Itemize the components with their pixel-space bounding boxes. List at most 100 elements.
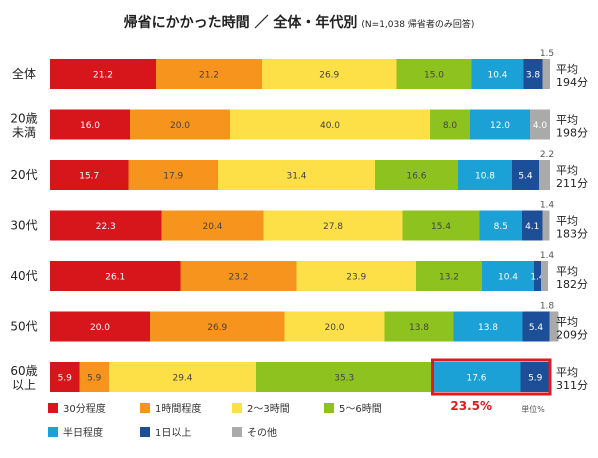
bar-segment	[534, 261, 541, 291]
bar-segment	[482, 261, 534, 291]
bar-segment	[542, 59, 550, 89]
bar-segment	[50, 362, 80, 392]
bar-segment	[539, 160, 550, 190]
data-label-outside: 1.4	[540, 201, 555, 211]
data-label: 16.6	[406, 172, 426, 182]
average-label: 平均 194分	[556, 63, 588, 89]
data-label: 15.4	[431, 222, 451, 232]
bar-segment	[50, 210, 162, 241]
legend-label: 1時間程度	[155, 402, 201, 415]
unit-label: 単位%	[521, 404, 545, 414]
bar-segment	[262, 59, 397, 89]
data-label: 20.0	[324, 323, 344, 333]
highlight-box	[431, 358, 552, 396]
data-label: 31.4	[286, 172, 306, 182]
bar-segment	[479, 210, 522, 241]
data-label: 17.9	[163, 172, 183, 182]
data-label: 8.5	[494, 222, 508, 232]
bar-segment	[150, 311, 285, 342]
bar-segment	[50, 109, 130, 140]
data-label: 20.0	[90, 323, 110, 333]
bar-segment	[109, 362, 256, 392]
row-label: 20代	[10, 168, 37, 182]
legend-swatch	[324, 403, 334, 413]
bar-segment	[180, 261, 297, 291]
legend-label: 2〜3時間	[247, 403, 290, 415]
bar-segment	[520, 362, 550, 392]
data-label: 40.0	[320, 121, 340, 131]
bar-segment	[50, 160, 129, 190]
legend-swatch	[140, 427, 150, 437]
data-label: 26.1	[105, 273, 125, 283]
bar-segment	[50, 311, 150, 342]
bar-segment	[471, 59, 524, 89]
legend-label: 30分程度	[63, 402, 106, 415]
data-label: 4.1	[525, 222, 539, 232]
data-label: 12.0	[490, 121, 510, 131]
bar-segment	[161, 210, 264, 241]
bar-segment	[230, 109, 430, 140]
row-label: 30代	[10, 219, 37, 233]
average-label: 平均 182分	[556, 265, 588, 291]
data-label: 10.4	[498, 273, 518, 283]
data-label-outside: 1.4	[540, 251, 555, 261]
bar-segment	[458, 160, 512, 190]
data-label: 27.8	[323, 222, 343, 232]
data-label: 13.2	[439, 273, 459, 283]
data-label: 13.8	[478, 323, 498, 333]
legend-label: 5〜6時間	[339, 403, 382, 415]
data-label: 8.0	[443, 121, 458, 131]
data-label: 10.8	[475, 172, 495, 182]
data-label: 4.0	[533, 121, 548, 131]
chart-title-main: 帰省にかかった時間 ／ 全体・年代別	[124, 14, 358, 31]
bar-segment	[549, 311, 559, 342]
row-label: 50代	[10, 320, 37, 334]
bar-segment	[470, 109, 530, 140]
bar-segment	[218, 160, 375, 190]
average-label: 平均 211分	[556, 164, 588, 190]
data-label: 5.4	[529, 323, 544, 333]
data-label: 10.4	[487, 71, 507, 81]
bar-segment	[432, 362, 521, 392]
data-label: 20.0	[170, 121, 190, 131]
data-label: 5.9	[528, 374, 543, 384]
legend-swatch	[48, 427, 58, 437]
bar-segment	[402, 210, 480, 241]
bar-segment	[296, 261, 416, 291]
bar-segment	[396, 59, 472, 89]
legend-label: その他	[247, 426, 277, 439]
average-label: 平均 209分	[556, 316, 588, 342]
average-label: 平均 311分	[556, 366, 588, 392]
row-label: 全体	[12, 66, 36, 81]
highlight-label: 23.5%	[450, 399, 492, 413]
bar-segment	[416, 261, 482, 291]
data-label: 5.4	[518, 172, 533, 182]
bar-segment	[130, 109, 230, 140]
legend-swatch	[140, 403, 150, 413]
bar-segment	[542, 210, 550, 241]
data-label: 29.4	[172, 374, 192, 384]
data-label: 21.2	[93, 71, 113, 81]
data-label: 22.3	[96, 222, 116, 232]
bar-segment	[375, 160, 458, 190]
bar-segment	[530, 109, 550, 140]
data-label: 15.0	[424, 71, 444, 81]
legend-label: 1日以上	[155, 427, 191, 439]
data-label: 5.9	[58, 374, 73, 384]
data-label: 13.8	[409, 323, 429, 333]
legend-swatch	[48, 403, 58, 413]
data-label: 1.4	[530, 273, 545, 283]
bar-segment	[50, 59, 156, 89]
data-label: 16.0	[80, 121, 100, 131]
average-label: 平均 183分	[556, 215, 588, 241]
bar-segment	[50, 261, 181, 291]
chart-title: 帰省にかかった時間 ／ 全体・年代別 (N=1,038 帰省者のみ回答)	[124, 14, 475, 31]
bar-segment	[541, 261, 548, 291]
bar-segment	[384, 311, 454, 342]
bar-segment	[522, 311, 550, 342]
data-label: 35.3	[334, 374, 354, 384]
row-label: 60歳以上	[10, 364, 37, 392]
data-label: 5.9	[87, 374, 102, 384]
